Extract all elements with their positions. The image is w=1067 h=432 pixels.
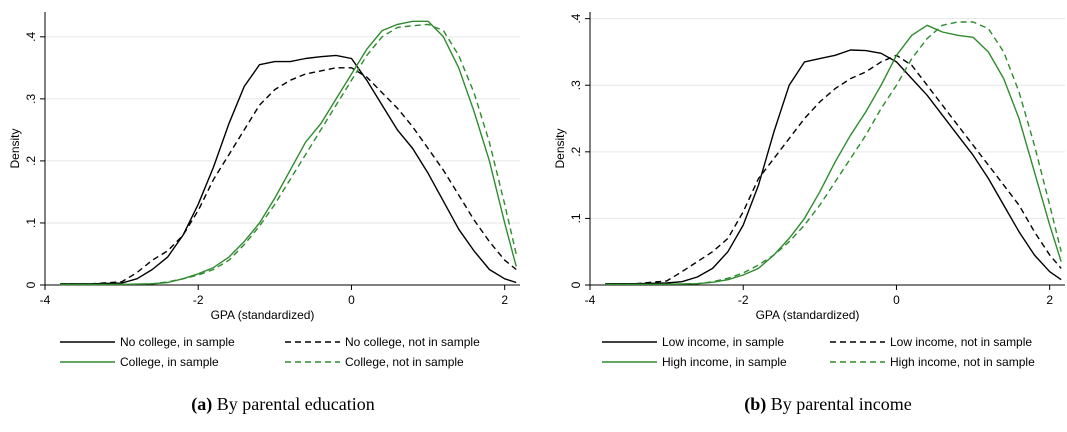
series-line-2: [605, 24, 1062, 285]
series-line-1: [60, 67, 517, 285]
series-line-3: [605, 21, 1062, 285]
x-axis-title: GPA (standardized): [211, 308, 315, 322]
x-tick-label: 2: [1046, 293, 1053, 307]
caption-label: (b): [744, 394, 766, 415]
legend-label: College, in sample: [120, 355, 219, 369]
x-tick-label: -2: [738, 293, 749, 307]
caption-text: By parental education: [212, 394, 374, 414]
series-line-1: [605, 54, 1062, 285]
series-line-0: [60, 54, 517, 285]
panel-parental-income: 0 .1 .2 .3 .4 -4 -2 0 2 GPA (standardized) Density…: [553, 12, 1065, 415]
y-axis-title: Density: [8, 128, 22, 168]
legend-label: Low income, in sample: [662, 335, 784, 349]
legend-label: No college, in sample: [120, 335, 235, 349]
x-tick-label: 0: [893, 293, 900, 307]
y-tick-label: .4: [569, 13, 583, 23]
panel-caption: (b) By parental income: [744, 394, 911, 415]
y-tick-label: 0: [569, 281, 583, 288]
y-tick-label: .4: [24, 31, 38, 41]
caption-label: (a): [191, 394, 212, 415]
y-tick-label: .1: [569, 213, 583, 223]
y-tick-label: .2: [569, 147, 583, 157]
y-tick-label: .1: [24, 218, 38, 228]
x-tick-label: 0: [348, 293, 355, 307]
legend-label: High income, in sample: [662, 355, 787, 369]
x-tick-label: -4: [40, 293, 51, 307]
legend-label: Low income, not in sample: [890, 335, 1032, 349]
y-axis-title: Density: [553, 128, 567, 168]
x-tick-label: -2: [193, 293, 204, 307]
x-tick-label: -4: [585, 293, 596, 307]
series-line-3: [60, 23, 517, 286]
y-tick-label: 0: [24, 281, 38, 288]
legend: Low income, in sample Low income, not in …: [602, 335, 1035, 369]
legend-label: College, not in sample: [345, 355, 464, 369]
panel-caption: (a) By parental education: [191, 394, 374, 415]
x-axis-title: GPA (standardized): [756, 308, 860, 322]
legend-label: No college, not in sample: [345, 335, 480, 349]
series-line-2: [60, 20, 517, 286]
legend-label: High income, not in sample: [890, 355, 1035, 369]
y-tick-label: .3: [569, 80, 583, 90]
x-tick-label: 2: [501, 293, 508, 307]
series-line-0: [605, 49, 1062, 285]
y-tick-label: .2: [24, 156, 38, 166]
caption-text: By parental income: [766, 394, 911, 414]
y-tick-label: .3: [24, 94, 38, 104]
panel-parental-education: 0 .1 .2 .3 .4 -4 -2 0 2 GPA (standardized) Density…: [8, 12, 520, 415]
legend: No college, in sample No college, not in …: [60, 335, 480, 369]
